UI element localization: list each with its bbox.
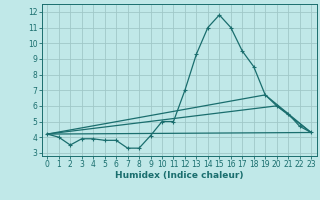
- X-axis label: Humidex (Indice chaleur): Humidex (Indice chaleur): [115, 171, 244, 180]
